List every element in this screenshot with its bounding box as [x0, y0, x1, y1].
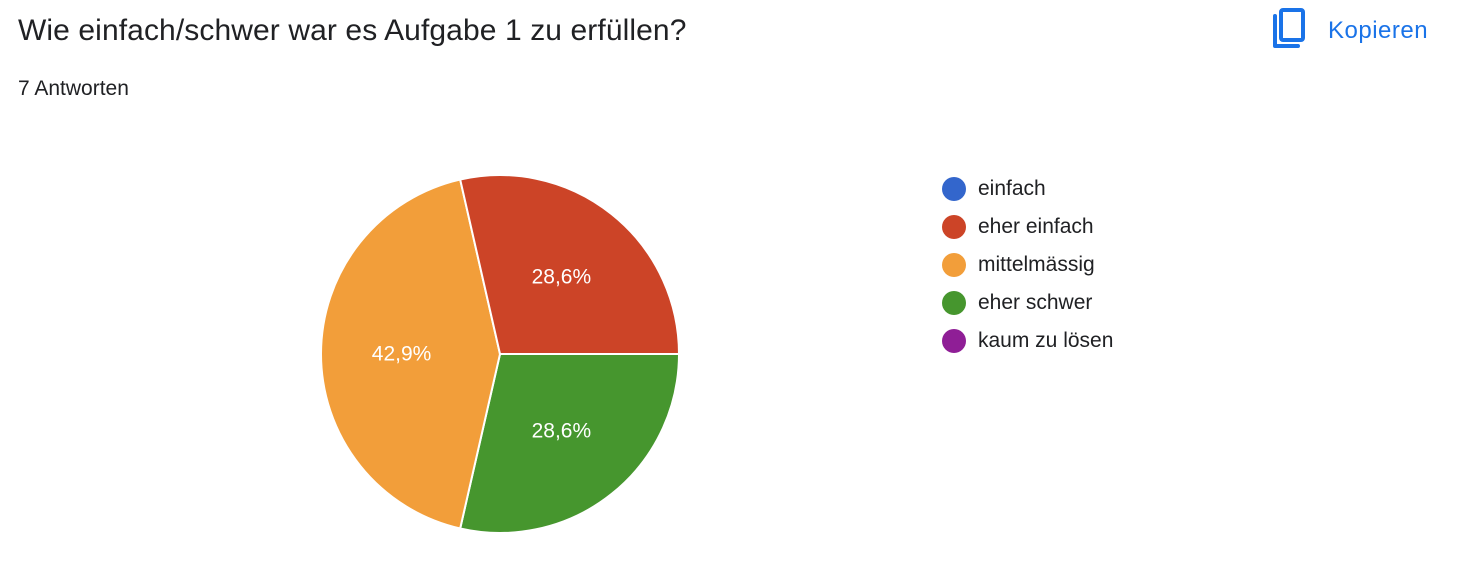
chart-legend: einfach eher einfach mittelmässig eher schw…	[942, 170, 1113, 360]
legend-item-kaum-zu-lösen[interactable]: kaum zu lösen	[942, 322, 1113, 360]
legend-swatch	[942, 177, 966, 201]
legend-label: kaum zu lösen	[978, 329, 1114, 352]
copy-icon	[1273, 8, 1305, 48]
legend-item-mittelmässig[interactable]: mittelmässig	[942, 246, 1113, 284]
copy-button[interactable]: Kopieren	[1266, 8, 1428, 54]
legend-item-einfach[interactable]: einfach	[942, 170, 1113, 208]
legend-swatch	[942, 291, 966, 315]
response-count: 7 Antworten	[18, 77, 129, 100]
legend-label: einfach	[978, 177, 1046, 200]
pie-label-eher-schwer: 28,6%	[532, 419, 592, 442]
pie-slice-eher-einfach[interactable]	[458, 174, 681, 355]
legend-label: mittelmässig	[978, 253, 1095, 276]
question-title: Wie einfach/schwer war es Aufgabe 1 zu e…	[18, 14, 687, 47]
legend-swatch	[942, 253, 966, 277]
copy-label: Kopieren	[1328, 17, 1429, 44]
pie-slice-eher-schwer[interactable]	[458, 353, 681, 534]
legend-swatch	[942, 215, 966, 239]
pie-label-eher-einfach: 28,6%	[532, 266, 592, 289]
legend-item-eher-schwer[interactable]: eher schwer	[942, 284, 1113, 322]
pie-slice-mittelmässig[interactable]	[320, 178, 502, 530]
legend-swatch	[942, 329, 966, 353]
legend-item-eher-einfach[interactable]: eher einfach	[942, 208, 1113, 246]
legend-label: eher schwer	[978, 291, 1093, 314]
legend-label: eher einfach	[978, 215, 1094, 238]
pie-label-mittelmässig: 42,9%	[372, 343, 432, 366]
pie-chart: 28,6% 42,9% 28,6%	[320, 174, 681, 534]
